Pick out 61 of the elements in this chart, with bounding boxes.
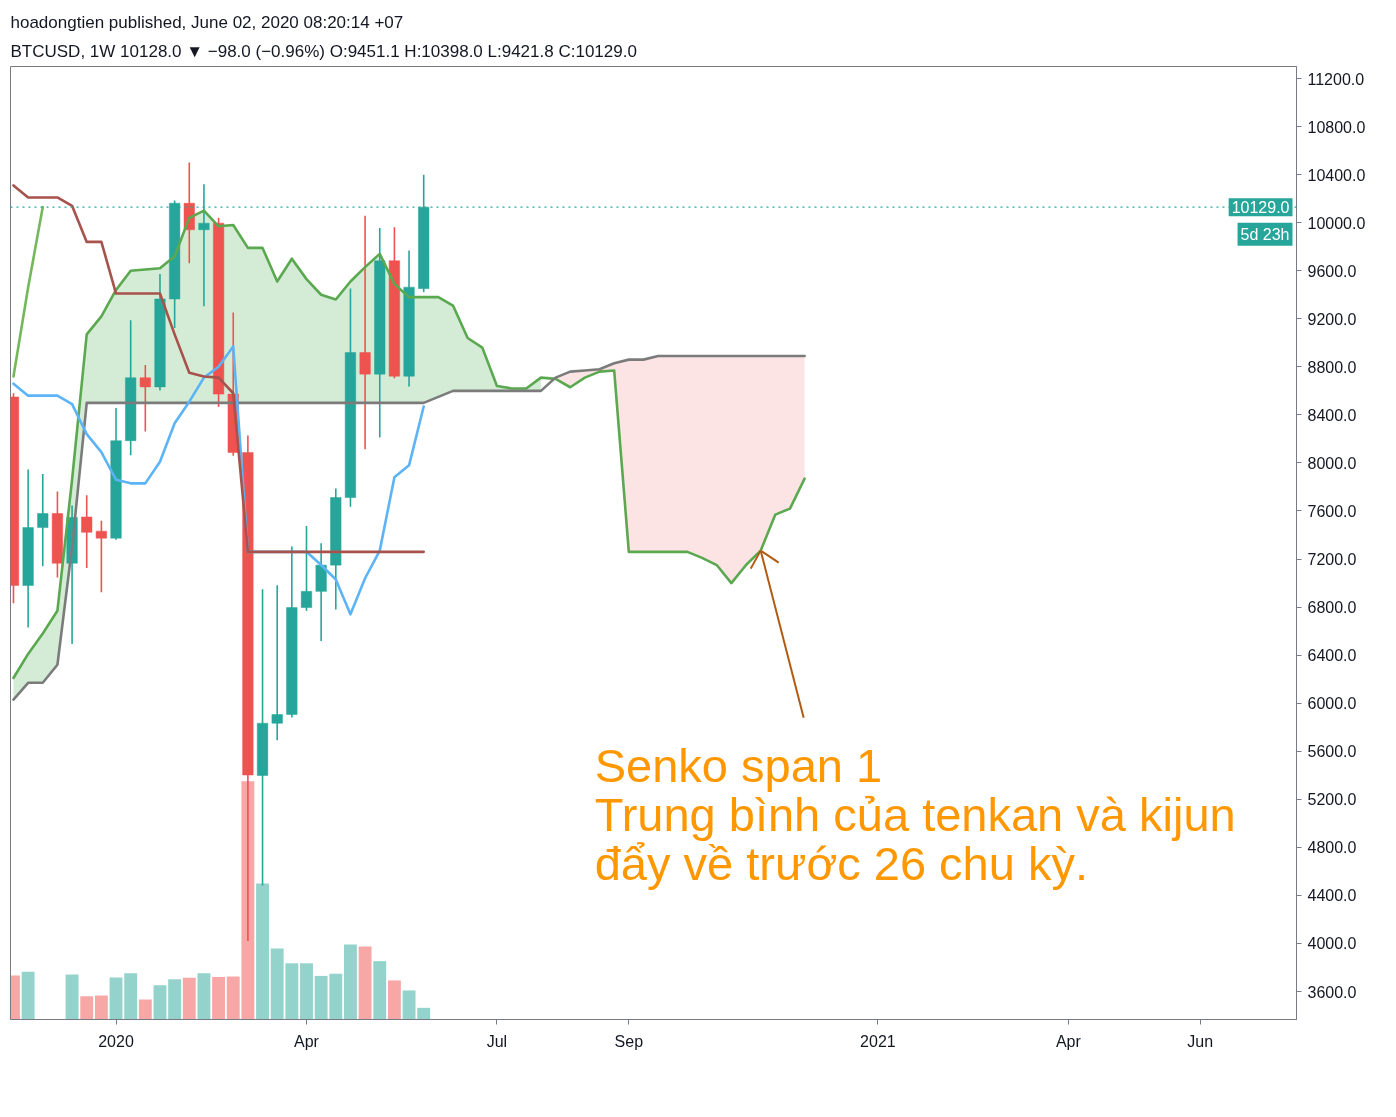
bar	[197, 973, 211, 1020]
x-tick-label: Jul	[486, 1032, 508, 1050]
y-tick-label: 4000.0	[1307, 935, 1357, 953]
bar	[109, 977, 123, 1020]
x-tick-label: 2021	[860, 1032, 896, 1050]
bar	[168, 979, 182, 1020]
y-tick-label: 9200.0	[1307, 310, 1357, 328]
candlestick	[81, 494, 93, 569]
bar	[256, 883, 269, 1020]
line-series	[12, 184, 425, 554]
annotation: 5d 23h	[1240, 225, 1290, 243]
bar	[358, 946, 372, 1020]
bar	[300, 963, 313, 1020]
bar	[182, 977, 196, 1020]
x-tick-label: Apr	[294, 1032, 320, 1050]
candlestick	[139, 364, 151, 433]
y-tick-label: 10000.0	[1307, 214, 1366, 232]
y-tick-label: 3600.0	[1307, 983, 1357, 1001]
y-tick-label: 6000.0	[1307, 695, 1357, 713]
x-tick-label: 2020	[98, 1032, 134, 1050]
x-tick-label: Apr	[1055, 1032, 1082, 1050]
y-tick-label: 10800.0	[1307, 118, 1366, 136]
candlestick	[37, 473, 49, 567]
bar	[387, 980, 401, 1020]
y-tick-label: 7200.0	[1307, 551, 1357, 569]
y-tick-label: 10400.0	[1307, 166, 1366, 184]
bar	[153, 985, 167, 1020]
chart-title: hoadongtien published, June 02, 2020 08:20:14 +07	[10, 12, 404, 32]
bar	[373, 961, 387, 1020]
y-tick-label: 4400.0	[1307, 887, 1357, 905]
bar	[21, 971, 35, 1020]
y-tick-label: 9600.0	[1307, 262, 1357, 280]
candlestick	[271, 584, 283, 742]
y-tick-label: 7600.0	[1307, 502, 1357, 520]
chart-subtitle: BTCUSD, 1W 10128.0 ▼ −98.0 (−0.96%) O:9451.1 H:10398.0 L:9421.8 C:10129.0	[10, 41, 637, 61]
bar	[80, 996, 94, 1020]
y-tick-label: 8800.0	[1307, 358, 1357, 376]
line-series	[12, 209, 806, 680]
bar	[94, 995, 108, 1020]
y-tick-label: 8400.0	[1307, 406, 1357, 424]
ref-line-label: 10129.0	[1231, 199, 1290, 217]
bar	[417, 1007, 431, 1020]
candlestick	[300, 525, 313, 612]
candlestick	[359, 215, 371, 451]
x-tick-label: Jun	[1187, 1032, 1214, 1050]
bar	[124, 973, 138, 1020]
y-tick-label: 5600.0	[1307, 743, 1357, 761]
bar	[138, 999, 152, 1020]
bar	[65, 974, 79, 1020]
candlestick	[95, 519, 107, 594]
bar	[402, 990, 416, 1020]
y-tick-label: 6800.0	[1307, 599, 1357, 617]
bar	[212, 977, 226, 1020]
y-tick-label: 8000.0	[1307, 454, 1357, 472]
y-tick-label: 11200.0	[1307, 70, 1365, 88]
y-tick-label: 6400.0	[1307, 647, 1357, 665]
bar	[344, 944, 357, 1020]
y-tick-label: 4800.0	[1307, 839, 1357, 857]
x-tick-label: Sep	[614, 1032, 644, 1050]
y-tick-label: 5200.0	[1307, 791, 1357, 809]
annotation: Senko span 1 Trung bình của tenkan và kijun đẩy về trước 26 chu kỳ.	[594, 738, 1236, 890]
